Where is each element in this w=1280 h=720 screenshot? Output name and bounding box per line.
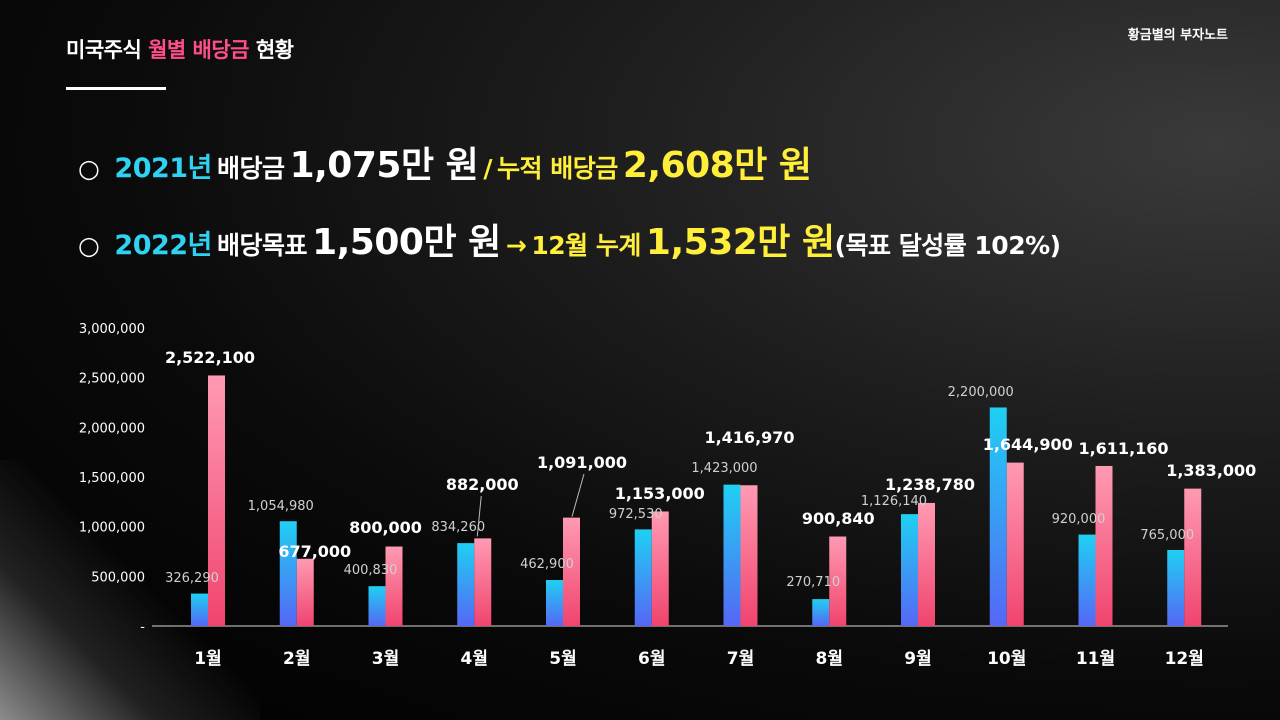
x-tick-label: 2월 (283, 649, 310, 669)
title-accent: 월별 배당금 (148, 38, 250, 62)
data-label-2021: 462,900 (520, 557, 574, 572)
data-label-2022: 1,091,000 (537, 453, 627, 472)
x-tick-label: 3월 (372, 649, 399, 669)
data-label-2022: 1,383,000 (1166, 461, 1256, 480)
x-tick-label: 12월 (1165, 649, 1204, 669)
december-total-label: 12월 누계 (531, 231, 641, 260)
bar-2021 (1078, 534, 1096, 626)
data-label-2022: 1,153,000 (615, 484, 705, 503)
leader-line (476, 495, 482, 537)
brand-label: 황금별의 부자노트 (1127, 28, 1228, 43)
page-title: 미국주식 월별 배당금 현황 (66, 34, 294, 64)
data-label-2021: 1,126,140 (861, 494, 927, 509)
data-label-2021: 1,423,000 (691, 461, 757, 476)
year-2022: 2022년 (114, 230, 212, 261)
data-label-2022: 1,416,970 (704, 428, 794, 447)
bar-2021 (812, 599, 830, 626)
data-label-2021: 270,710 (786, 575, 840, 590)
data-label-2021: 834,260 (431, 520, 485, 535)
bar-2021 (1167, 550, 1185, 626)
bar-2022 (1184, 488, 1202, 626)
data-label-2022: 1,238,780 (885, 475, 975, 494)
bar-2022 (829, 536, 847, 626)
bar-2022 (1006, 462, 1024, 626)
bar-2021 (546, 580, 563, 626)
bar-2021 (279, 521, 297, 626)
data-label-2021: 972,530 (609, 507, 663, 522)
bar-2021 (901, 514, 918, 626)
bar-2022 (651, 511, 669, 626)
title-underline (66, 87, 166, 90)
x-tick-label: 1월 (194, 649, 221, 669)
year-2021: 2021년 (114, 153, 212, 184)
dividend-amount-2021: 1,075만 원 (289, 145, 479, 186)
data-label-2022: 677,000 (278, 542, 351, 561)
y-tick-label: 3,000,000 (79, 322, 145, 337)
x-tick-label: 9월 (904, 649, 931, 669)
bullet-icon: ○ (78, 154, 100, 183)
data-label-2022: 882,000 (446, 475, 519, 494)
data-label-2022: 800,000 (349, 518, 422, 537)
bar-2021 (634, 529, 652, 626)
y-tick-label: - (140, 620, 145, 635)
achievement-note: (목표 달성률 102%) (834, 231, 1062, 260)
x-tick-label: 10월 (987, 649, 1026, 669)
bar-2022 (385, 546, 403, 626)
arrow-icon: → (505, 231, 527, 260)
bar-2021 (989, 407, 1007, 626)
leader-line (571, 473, 585, 517)
target-label: 배당목표 (216, 231, 308, 260)
title-prefix: 미국주식 (66, 38, 142, 62)
data-label-2022: 1,644,900 (983, 435, 1073, 454)
bar-2022 (918, 502, 935, 626)
bar-2022 (208, 375, 225, 626)
x-tick-label: 5월 (549, 649, 576, 669)
data-label-2022: 1,611,160 (1078, 439, 1168, 458)
bar-2022 (740, 485, 758, 626)
y-tick-label: 2,500,000 (79, 372, 145, 387)
bullet-icon: ○ (78, 231, 100, 260)
bar-2021 (723, 484, 741, 626)
cumulative-label: 누적 배당금 (497, 154, 618, 183)
bar-2021 (191, 593, 208, 626)
y-tick-label: 1,500,000 (79, 471, 145, 486)
cumulative-amount: 2,608만 원 (622, 145, 812, 186)
separator: / (483, 154, 492, 183)
title-suffix: 현황 (255, 38, 294, 62)
bar-2022 (296, 558, 314, 626)
x-tick-label: 7월 (727, 649, 754, 669)
data-label-2022: 2,522,100 (165, 348, 255, 367)
y-tick-label: 2,000,000 (79, 421, 145, 436)
bar-2022 (474, 538, 492, 626)
summary-line-2021: ○ 2021년 배당금 1,075만 원 / 누적 배당금 2,608만 원 (78, 136, 812, 188)
bar-2021 (457, 543, 475, 626)
data-label-2021: 1,054,980 (248, 499, 314, 514)
data-label-2021: 765,000 (1140, 528, 1194, 543)
data-label-2021: 2,200,000 (948, 385, 1014, 400)
bar-2021 (368, 586, 386, 626)
data-label-2021: 400,830 (344, 563, 398, 578)
dividend-label: 배당금 (216, 154, 285, 183)
december-total-amount: 1,532만 원 (645, 222, 835, 263)
data-label-2022: 900,840 (802, 509, 875, 528)
data-label-2021: 326,290 (165, 571, 219, 586)
x-tick-label: 11월 (1076, 649, 1115, 669)
bar-2022 (563, 517, 580, 626)
x-tick-label: 8월 (816, 649, 843, 669)
summary-line-2022: ○ 2022년 배당목표 1,500만 원 → 12월 누계 1,532만 원(… (78, 213, 1061, 265)
target-amount: 1,500만 원 (312, 222, 501, 263)
y-tick-label: 500,000 (91, 570, 145, 585)
data-label-2021: 920,000 (1052, 512, 1106, 527)
bar-2022 (1095, 465, 1113, 626)
x-tick-label: 4월 (461, 649, 488, 669)
y-tick-label: 1,000,000 (79, 521, 145, 536)
x-tick-label: 6월 (638, 649, 665, 669)
